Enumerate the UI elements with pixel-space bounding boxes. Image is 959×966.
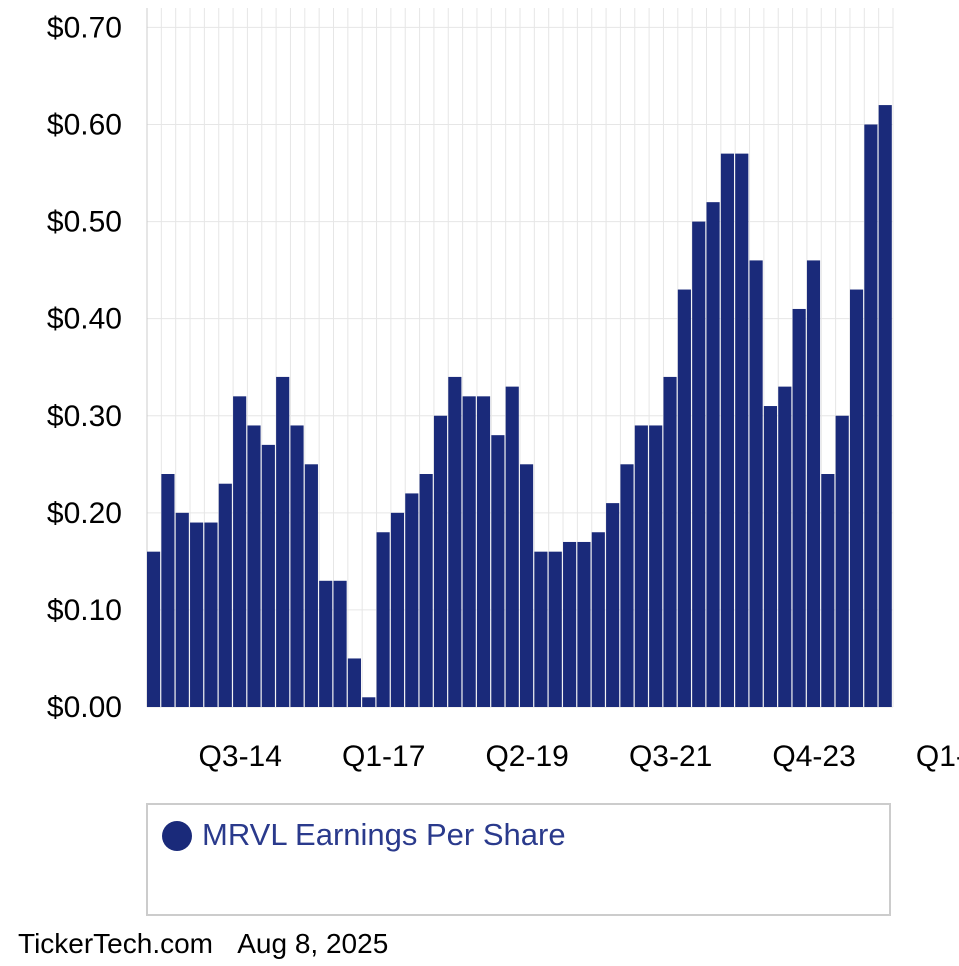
y-tick-label: $0.50 xyxy=(47,206,122,239)
eps-bar xyxy=(591,532,605,707)
eps-bar xyxy=(835,415,849,707)
eps-bar xyxy=(476,396,491,707)
legend-marker-icon xyxy=(162,821,192,851)
eps-bar xyxy=(218,483,232,707)
eps-bar xyxy=(390,512,405,707)
eps-bar xyxy=(663,376,677,707)
eps-bar xyxy=(864,124,878,707)
eps-bar xyxy=(649,425,663,707)
x-tick-label: Q2-19 xyxy=(485,740,568,773)
eps-bar xyxy=(520,464,534,707)
eps-bar xyxy=(548,551,562,707)
x-tick-label: Q1-17 xyxy=(342,740,425,773)
eps-bar xyxy=(175,512,189,707)
eps-bar xyxy=(735,153,749,707)
eps-bar xyxy=(362,697,376,707)
legend-label: MRVL Earnings Per Share xyxy=(202,817,566,852)
footer-date: Aug 8, 2025 xyxy=(237,928,389,959)
eps-bar xyxy=(792,308,806,707)
eps-bar xyxy=(304,464,318,707)
eps-bar xyxy=(433,415,448,707)
eps-bar xyxy=(849,289,864,707)
eps-bar xyxy=(677,289,691,707)
eps-bar xyxy=(204,522,218,707)
eps-bar xyxy=(606,503,620,707)
eps-bar xyxy=(577,541,591,707)
eps-bar xyxy=(290,425,304,707)
eps-bar xyxy=(347,658,361,707)
y-tick-label: $0.40 xyxy=(47,303,122,336)
eps-bar xyxy=(161,474,175,707)
eps-bar xyxy=(534,551,548,707)
eps-bar xyxy=(190,522,204,707)
eps-bar xyxy=(878,105,892,708)
eps-bar xyxy=(448,376,462,707)
x-tick-label: Q3-14 xyxy=(199,740,282,773)
eps-bar xyxy=(720,153,734,707)
chart-footer: TickerTech.com Aug 8, 2025 xyxy=(18,928,406,960)
eps-bar xyxy=(405,493,419,707)
x-axis-ticks: Q3-14 Q1-17 Q2-19 Q3-21 Q4-23 Q1-26 xyxy=(199,740,959,773)
x-tick-label: Q4-23 xyxy=(772,740,855,773)
eps-bar xyxy=(620,464,634,707)
y-tick-label: $0.60 xyxy=(47,109,122,142)
chart-bars xyxy=(147,105,892,708)
y-tick-label: $0.00 xyxy=(47,691,122,724)
eps-bar xyxy=(821,474,835,707)
eps-bar xyxy=(276,376,290,707)
eps-bar-chart: $0.00 $0.10 $0.20 $0.30 $0.40 $0.50 $0.60 $0.70… xyxy=(47,8,959,773)
eps-bar xyxy=(462,396,476,707)
eps-bar xyxy=(491,435,505,707)
eps-bar xyxy=(763,406,778,707)
eps-bar xyxy=(749,260,763,707)
eps-bar xyxy=(706,202,720,707)
eps-bar xyxy=(419,474,433,707)
y-tick-label: $0.30 xyxy=(47,400,122,433)
eps-bar xyxy=(692,221,706,708)
chart-legend: MRVL Earnings Per Share xyxy=(146,803,891,916)
eps-bar xyxy=(376,532,390,707)
eps-bar xyxy=(505,386,519,707)
eps-bar xyxy=(563,541,577,707)
eps-bar xyxy=(261,444,275,707)
eps-bar xyxy=(634,425,648,707)
footer-source[interactable]: TickerTech.com xyxy=(18,928,214,959)
x-tick-label: Q1-26 xyxy=(916,740,959,773)
y-tick-label: $0.70 xyxy=(47,11,122,44)
eps-bar xyxy=(233,396,247,707)
y-tick-label: $0.10 xyxy=(47,594,122,627)
x-tick-label: Q3-21 xyxy=(629,740,712,773)
eps-bar xyxy=(806,260,821,707)
eps-bar xyxy=(333,580,347,707)
eps-bar xyxy=(147,551,161,707)
y-axis-ticks: $0.00 $0.10 $0.20 $0.30 $0.40 $0.50 $0.60 $0.70 xyxy=(47,11,122,724)
y-tick-label: $0.20 xyxy=(47,497,122,530)
eps-bar xyxy=(247,425,261,707)
eps-bar xyxy=(778,386,792,707)
eps-bar xyxy=(319,580,333,707)
